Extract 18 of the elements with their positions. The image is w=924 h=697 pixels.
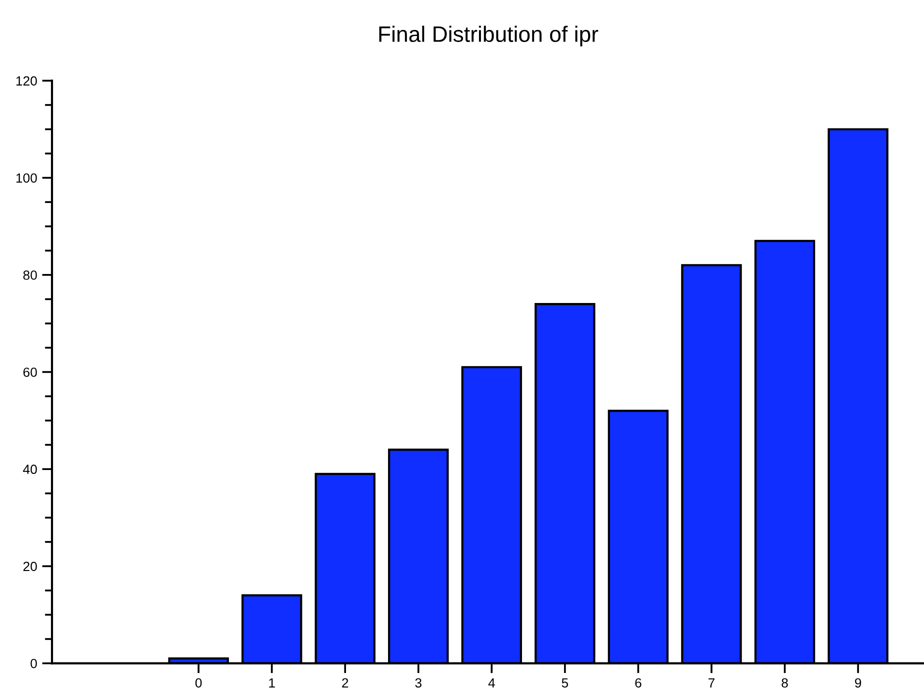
y-tick-label: 40 — [23, 464, 37, 474]
x-tick-label: 1 — [269, 678, 275, 688]
chart-title: Final Distribution of ipr — [379, 26, 598, 46]
x-tick-label: 2 — [342, 678, 348, 688]
x-tick-label: 4 — [488, 678, 495, 688]
x-tick-label: 7 — [708, 678, 715, 688]
y-tick-label: 0 — [30, 658, 37, 668]
y-tick-label: 60 — [23, 368, 37, 377]
x-tick-label: 8 — [782, 678, 788, 688]
x-tick-label: 3 — [415, 678, 422, 688]
x-tick-label: 9 — [855, 678, 862, 688]
y-tick-label: 100 — [16, 173, 37, 183]
x-tick-label: 6 — [635, 678, 642, 688]
x-tick-label: 5 — [562, 678, 568, 688]
y-tick-label: 80 — [23, 270, 37, 280]
y-tick-label: 120 — [16, 76, 37, 86]
x-tick-label: 0 — [195, 678, 202, 688]
y-tick-label: 20 — [23, 562, 37, 572]
